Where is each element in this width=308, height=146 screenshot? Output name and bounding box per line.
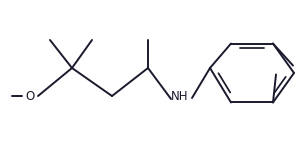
Text: NH: NH	[171, 91, 189, 104]
Text: O: O	[25, 89, 34, 102]
